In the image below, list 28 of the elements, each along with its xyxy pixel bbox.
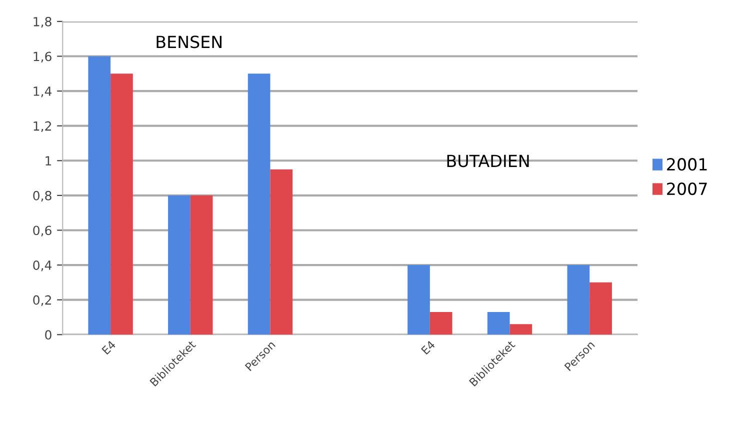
y-tick-label: 1,6 [34,52,52,62]
y-tick-label: 1,8 [34,16,52,28]
y-tick-label: 0,8 [33,190,52,202]
bar [590,282,612,335]
legend-label: 2001 [667,158,707,171]
x-tick-label: E4 [102,340,116,355]
annotation: BUTADIEN [447,154,529,168]
bar [190,195,213,335]
bar [248,74,270,335]
bar [110,74,133,335]
bar [430,312,452,335]
bar [168,195,190,335]
bar [487,312,510,335]
annotation: BENSEN [156,36,222,48]
legend-label: 2007 [667,182,707,196]
bar [567,265,590,335]
y-tick-label: 0,4 [33,260,52,272]
y-tick-label: 0,2 [33,295,51,306]
bar [270,169,293,335]
y-tick-label: 0 [45,330,52,340]
y-tick-label: 1,4 [34,86,52,98]
y-tick-label: 1,2 [34,121,51,132]
y-tick-label: 1 [46,156,52,166]
bar [88,56,111,335]
x-tick-label: E4 [420,340,436,355]
y-tick-label: 0,6 [33,226,52,236]
bar [408,265,430,335]
bar [510,324,532,335]
